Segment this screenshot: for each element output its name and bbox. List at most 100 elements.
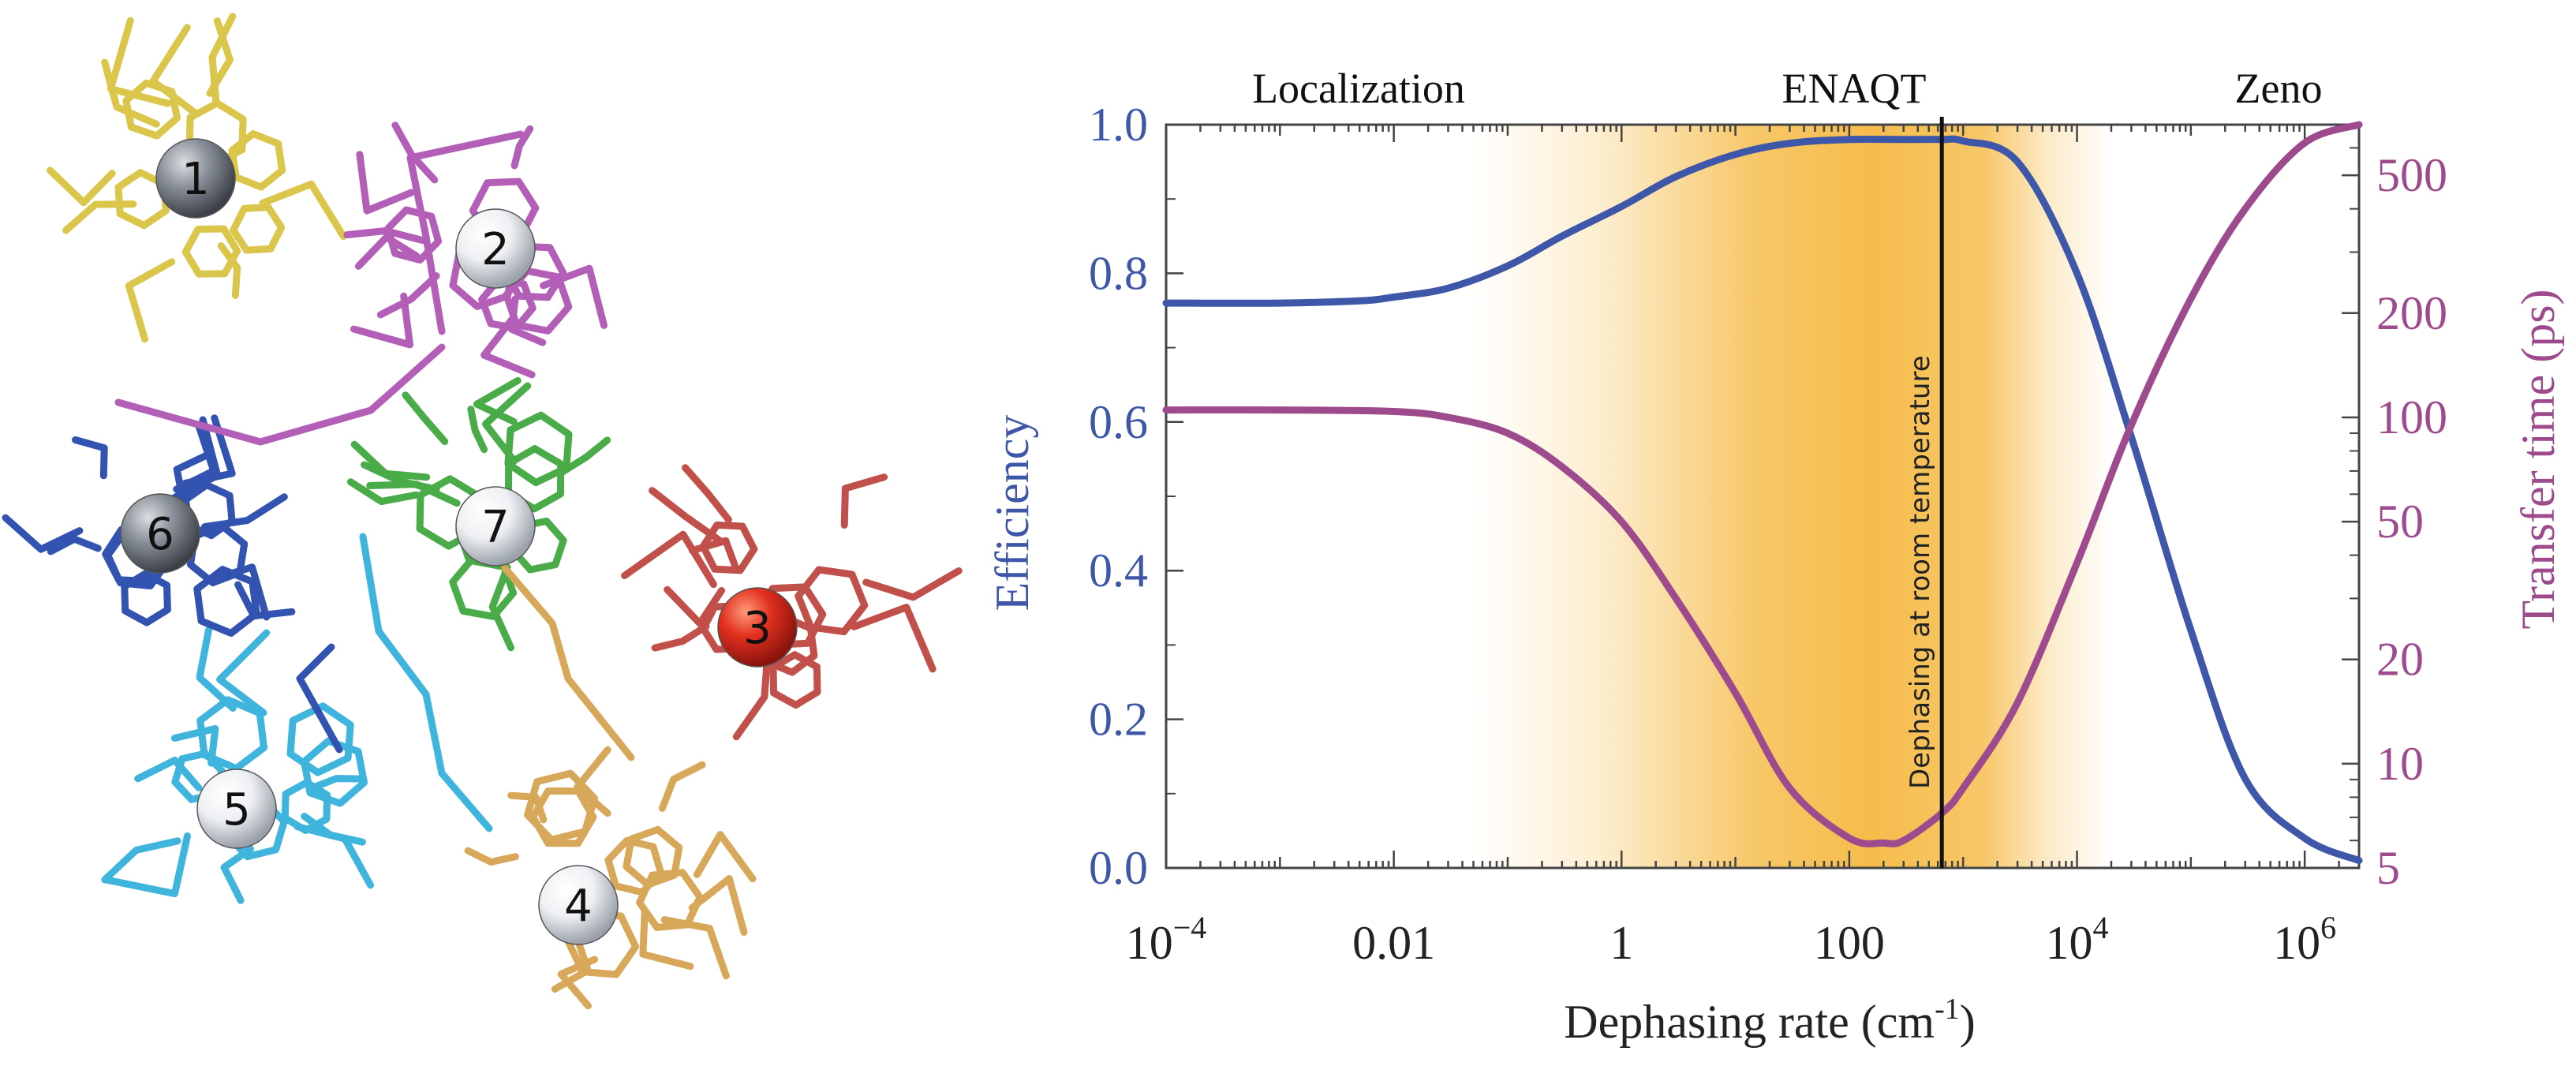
efficiency-curve (1162, 135, 2363, 865)
pigment-ring (384, 206, 443, 264)
pigment-chain (134, 757, 203, 791)
pigment-chain (688, 875, 748, 936)
site-number: 2 (481, 224, 510, 275)
pigment-chain (480, 316, 536, 379)
pigment-chain (651, 623, 710, 652)
site-ball (155, 138, 236, 219)
site-ball (538, 865, 619, 945)
x-tick-label: 10−4 (1126, 910, 1207, 969)
region-label-zeno: Zeno (2235, 65, 2323, 112)
region-label-enaqt: ENAQT (1782, 65, 1927, 112)
chart: 10−4 0.01 1 100 104 106 0.00.20.40.60.81.0 51… (986, 65, 2564, 1048)
y-left-tick-label: 0.0 (1089, 842, 1148, 894)
pigment-ring (769, 651, 821, 709)
enaqt-shaded-region (1473, 125, 2111, 868)
pigment-site-3 (621, 464, 963, 741)
pigment-chain (540, 264, 608, 329)
pigment-chain (343, 227, 427, 245)
pigment-chain (354, 234, 421, 270)
x-axis-ticks: 10−4 0.01 1 100 104 106 (1126, 125, 2361, 969)
pigment-chain (350, 292, 413, 349)
y-right-tick-label: 200 (2376, 287, 2447, 339)
region-label-localization: Localization (1252, 65, 1465, 112)
pigment-chain (72, 436, 108, 480)
pigment-chain (402, 391, 449, 446)
pigment-chain (201, 493, 288, 531)
y-left-tick-label: 0.4 (1089, 544, 1148, 597)
pigment-chain (196, 626, 237, 712)
y-right-tick-label: 50 (2376, 496, 2424, 548)
pigment-ring (228, 130, 286, 191)
pigment-chain (574, 746, 611, 817)
pigment-chain (2, 514, 84, 553)
x-tick-label: 100 (1814, 917, 1885, 969)
pigment-chain (206, 17, 234, 97)
pigment-ring (504, 411, 573, 487)
pigment-chain (102, 832, 191, 898)
site-marker-3: 3 (717, 587, 798, 668)
pigment-chain (664, 585, 725, 627)
pigment-chain (216, 629, 271, 716)
site-marker-6: 6 (120, 493, 200, 574)
pigment-chain (510, 125, 534, 170)
pigment-chain (557, 956, 599, 1010)
site-markers: 1 2 3 4 5 6 7 (120, 138, 798, 945)
site-number: 3 (743, 603, 772, 654)
pigment-chain (658, 761, 706, 812)
y-right-tick-label: 100 (2376, 391, 2447, 443)
pigment-chain (361, 461, 440, 493)
y-right-tick-label: 10 (2376, 738, 2424, 790)
x-tick-label: 104 (2046, 910, 2109, 969)
molecule-panel: 1 2 3 4 5 6 7 (2, 13, 963, 1010)
series-group (1162, 121, 2363, 865)
pigment-chain (347, 478, 420, 506)
pigment-chain (293, 823, 375, 889)
pigment-chain (621, 530, 717, 589)
pigment-chain (149, 24, 199, 117)
pigment-site-6 (2, 414, 296, 637)
pigment-chain (309, 775, 365, 791)
y-right-axis-ticks: 5 10 20 50 100 200 500 (2342, 124, 2447, 894)
pigment-chain (376, 272, 440, 319)
transfer-time-curve (1162, 121, 2363, 847)
pigment-ring (286, 702, 354, 776)
room-temperature-label: Dephasing at room temperature (1905, 355, 1936, 789)
pigment-site-7 (347, 376, 611, 652)
pigment-chain (488, 563, 514, 652)
pigment-chain (639, 908, 694, 971)
site-ball (455, 486, 536, 567)
pigment-structures (2, 13, 963, 1010)
pigment-tail (501, 564, 635, 761)
pigment-ring (171, 750, 226, 803)
pigment-chain (356, 151, 415, 215)
site-ball (717, 587, 798, 668)
site-marker-7: 7 (455, 486, 536, 567)
x-tick-label: 106 (2273, 910, 2336, 969)
pigment-chain (660, 916, 730, 980)
pigment-ring (230, 204, 286, 254)
pigment-chain (47, 166, 116, 207)
y-left-tick-label: 1.0 (1089, 99, 1148, 151)
site-number: 1 (181, 154, 210, 205)
pigment-ring (623, 825, 683, 888)
x-tick-label: 0.01 (1352, 917, 1435, 969)
pigment-tail (296, 643, 343, 754)
pigment-chain (170, 725, 219, 767)
y-left-axis-ticks: 0.0 0.2 0.4 0.6 0.8 1.0 (1089, 99, 1183, 894)
pigment-chain (507, 791, 548, 824)
site-ball (120, 493, 200, 574)
pigment-tail (359, 533, 493, 832)
pigment-ring (301, 737, 368, 807)
site-ball (196, 769, 277, 849)
y-left-tick-label: 0.8 (1089, 247, 1148, 299)
pigment-chain (350, 440, 431, 481)
pigment-site-4 (464, 746, 757, 1010)
pigment-tail (406, 130, 525, 335)
pigment-chain (467, 406, 488, 454)
pigment-chain (649, 487, 724, 544)
y-left-tick-label: 0.2 (1089, 694, 1148, 746)
y-left-label: Efficiency (986, 415, 1038, 612)
site-marker-2: 2 (455, 208, 536, 289)
pigment-chain (101, 837, 181, 884)
y-right-tick-label: 20 (2376, 634, 2424, 686)
